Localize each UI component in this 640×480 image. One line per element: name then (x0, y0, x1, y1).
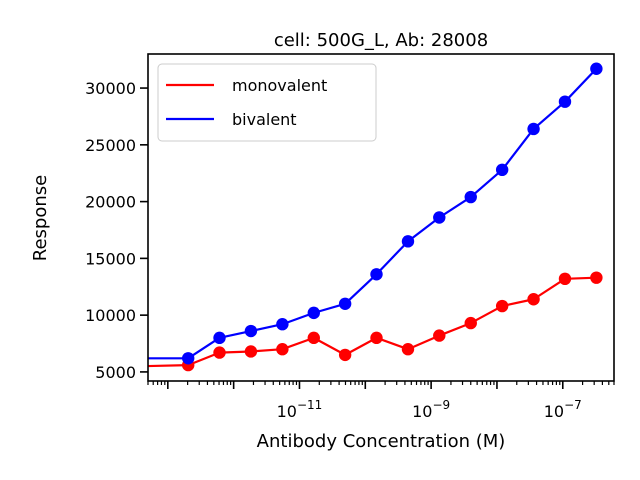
data-point-bivalent (213, 331, 226, 345)
y-tick-label: 25000 (85, 136, 136, 155)
data-point-monovalent (590, 271, 603, 284)
data-point-monovalent (527, 293, 540, 306)
x-axis-title: Antibody Concentration (M) (257, 431, 506, 452)
y-tick-label: 5000 (95, 363, 136, 382)
data-point-monovalent (433, 329, 446, 342)
plot-area (148, 62, 603, 372)
data-point-bivalent (558, 95, 572, 108)
data-point-bivalent (244, 324, 258, 338)
legend-box (157, 63, 377, 142)
data-point-monovalent (401, 343, 415, 356)
data-point-bivalent (338, 297, 352, 310)
series-bivalent (148, 62, 603, 365)
data-point-bivalent (495, 163, 509, 177)
x-axis: 10−11 10−9 10−7 (147, 381, 615, 421)
data-point-monovalent (338, 348, 352, 362)
y-tick-label: 10000 (85, 306, 136, 325)
x-tick-label: 10−11 (277, 398, 323, 421)
y-tick-label: 20000 (85, 193, 136, 212)
data-point-monovalent (244, 345, 258, 358)
chart-title: cell: 500G_L, Ab: 28008 (274, 30, 488, 51)
y-tick-label: 15000 (85, 249, 136, 268)
x-tick-label: 10−7 (544, 398, 582, 421)
y-axis: 5000 10000 15000 20000 25000 30000 (85, 79, 148, 382)
data-point-bivalent (464, 190, 477, 204)
data-point-bivalent (401, 235, 415, 248)
data-point-bivalent (182, 352, 195, 365)
legend: monovalent bivalent (157, 63, 377, 142)
data-point-monovalent (307, 331, 320, 345)
series-monovalent (148, 271, 603, 372)
data-point-bivalent (433, 211, 446, 224)
y-axis-title: Response (30, 175, 51, 261)
data-point-bivalent (370, 268, 383, 281)
x-tick-label: 10−9 (412, 398, 450, 421)
data-point-bivalent (527, 122, 540, 136)
data-point-bivalent (276, 318, 289, 331)
data-point-monovalent (276, 343, 289, 356)
data-point-monovalent (495, 299, 509, 313)
legend-label-monovalent: monovalent (232, 76, 327, 95)
data-point-bivalent (307, 306, 320, 320)
data-point-monovalent (213, 346, 226, 359)
y-tick-label: 30000 (85, 79, 136, 98)
plot-frame (147, 53, 615, 382)
data-point-monovalent (370, 331, 383, 345)
series-line-monovalent (148, 276, 597, 368)
data-point-monovalent (464, 316, 477, 330)
data-point-monovalent (558, 272, 572, 286)
data-point-bivalent (590, 62, 603, 75)
legend-label-bivalent: bivalent (232, 110, 297, 129)
